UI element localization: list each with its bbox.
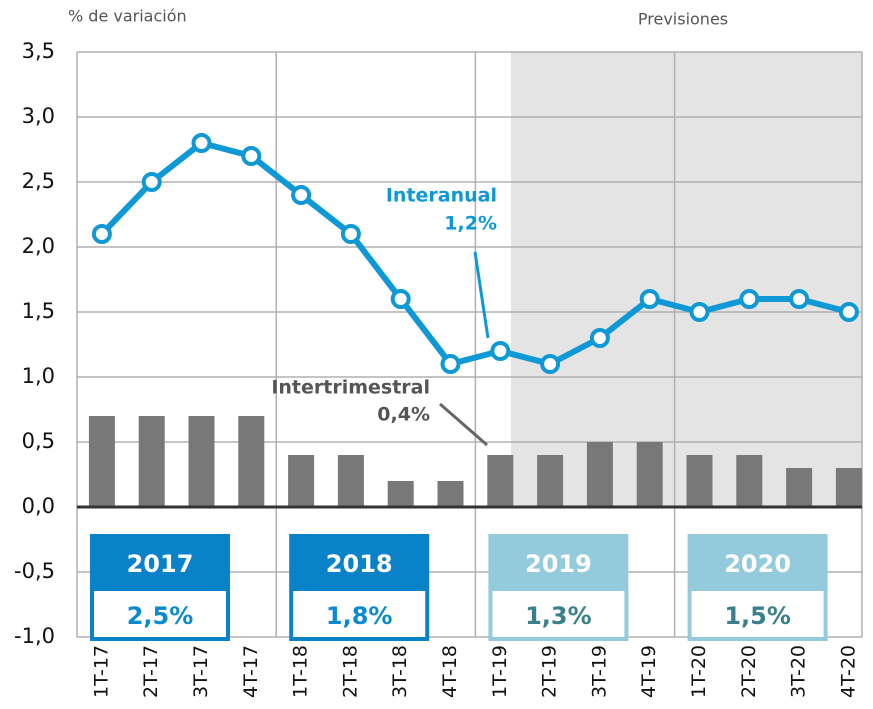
x-tick-label: 1T-19 <box>489 645 511 698</box>
marker <box>689 302 710 322</box>
x-tick-label: 1T-20 <box>688 645 710 698</box>
annotation: 0,4% <box>377 404 430 426</box>
year-value: 1,8% <box>326 602 393 630</box>
year-box-header <box>490 536 627 591</box>
annotation: 1,2% <box>444 213 497 235</box>
pointer-line <box>439 402 488 447</box>
year-value: 1,5% <box>724 602 791 630</box>
bar <box>487 455 514 507</box>
annotation: Interanual <box>386 185 497 207</box>
marker <box>589 328 610 348</box>
bar <box>736 455 763 507</box>
x-tick-label: 4T-20 <box>837 645 859 698</box>
y-tick-label: 2,0 <box>22 234 55 258</box>
bar <box>636 442 663 507</box>
bar <box>288 455 315 507</box>
y-tick-label: 2,5 <box>22 169 55 193</box>
annotation: Intertrimestral <box>271 377 430 399</box>
x-tick-label: 1T-17 <box>90 645 112 698</box>
y-tick-label: -1,0 <box>14 624 55 648</box>
marker <box>191 133 212 153</box>
y-tick-label: 1,0 <box>22 364 55 388</box>
year-box-header <box>689 536 826 591</box>
year-box-header <box>291 536 428 591</box>
marker <box>838 302 859 322</box>
y-tick-label: -0,5 <box>14 559 55 583</box>
x-tick-label: 3T-18 <box>389 645 411 698</box>
marker <box>789 289 810 309</box>
y-tick-label: 0,5 <box>22 429 55 453</box>
year-value: 1,3% <box>525 602 592 630</box>
year-value: 2,5% <box>127 602 194 630</box>
year-label: 2017 <box>127 550 194 578</box>
year-box-header <box>92 536 228 591</box>
pointer-line <box>473 251 490 339</box>
marker <box>390 289 411 309</box>
marker <box>141 172 162 192</box>
x-tick-label: 3T-19 <box>588 645 610 698</box>
x-tick-label: 4T-17 <box>240 645 262 698</box>
marker <box>241 146 262 166</box>
bar <box>835 468 862 507</box>
bar <box>88 416 115 507</box>
marker <box>739 289 760 309</box>
x-tick-label: 2T-18 <box>339 645 361 698</box>
forecast-shading <box>511 52 862 507</box>
bar <box>188 416 215 507</box>
marker <box>540 354 561 374</box>
year-label: 2020 <box>724 550 791 578</box>
x-tick-label: 2T-19 <box>539 645 561 698</box>
x-tick-label: 3T-17 <box>190 645 212 698</box>
marker <box>340 224 361 244</box>
line <box>99 140 850 367</box>
marker <box>639 289 660 309</box>
marker <box>440 354 461 374</box>
x-tick-label: 4T-19 <box>638 645 660 698</box>
year-label: 2018 <box>326 550 393 578</box>
year-label: 2019 <box>525 550 592 578</box>
x-tick-label: 2T-20 <box>738 645 760 698</box>
bar <box>686 455 713 507</box>
marker <box>91 224 112 244</box>
x-tick-label: 3T-20 <box>788 645 810 698</box>
y-tick-label: 1,5 <box>22 299 55 323</box>
bar <box>586 442 613 507</box>
forecast-label: Previsiones <box>638 10 728 29</box>
bar <box>537 455 564 507</box>
bar <box>387 481 414 507</box>
bar <box>238 416 265 507</box>
x-tick-label: 4T-18 <box>439 645 461 698</box>
bar <box>138 416 165 507</box>
y-axis-label: % de variación <box>68 7 187 26</box>
bar <box>437 481 464 507</box>
y-tick-label: 3,5 <box>22 39 55 63</box>
bar <box>337 455 364 507</box>
marker <box>291 185 312 205</box>
x-tick-label: 2T-17 <box>140 645 162 698</box>
y-tick-label: 0,0 <box>22 494 55 518</box>
bar <box>786 468 813 507</box>
x-tick-label: 1T-18 <box>290 645 312 698</box>
marker <box>490 341 511 361</box>
y-tick-label: 3,0 <box>22 104 55 128</box>
